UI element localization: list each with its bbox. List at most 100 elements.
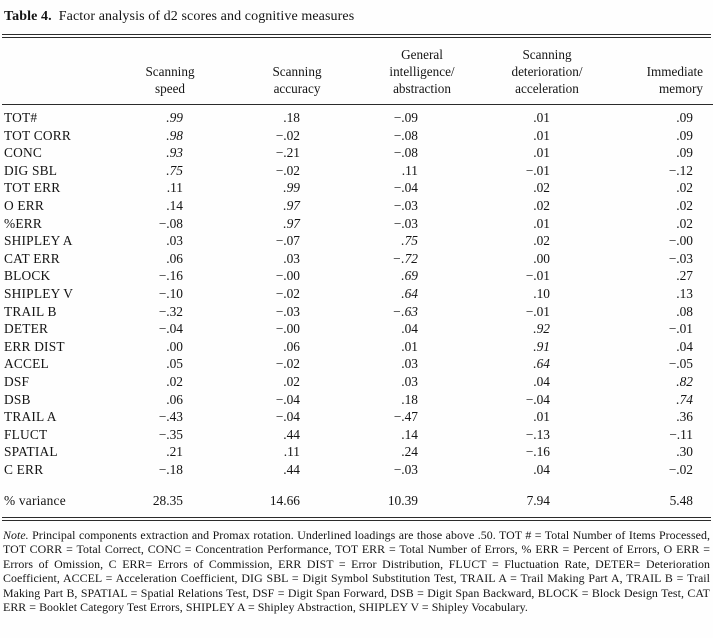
top-rule	[2, 34, 711, 38]
loading-value: .09	[676, 145, 693, 161]
loading-value: .02	[676, 180, 693, 196]
loading-value: −.00	[275, 268, 300, 284]
row-label: TOT#	[4, 110, 38, 125]
row-label: FLUCT	[4, 426, 48, 442]
loading-value: .18	[401, 391, 418, 407]
row-label: TRAIL B	[4, 303, 57, 319]
loading-value: −.43	[158, 409, 183, 425]
loading-value: .11	[283, 444, 300, 460]
loading-value: .01	[401, 338, 418, 354]
header-scanning-speed: Scanning speed	[107, 38, 233, 105]
header-immediate-memory: Immediate memory	[611, 38, 713, 105]
loading-value: .01	[533, 110, 550, 125]
loading-value: −.04	[275, 409, 300, 425]
loading-value: −.02	[668, 461, 693, 477]
loading-value: .02	[676, 197, 693, 213]
loading-value: −.04	[158, 321, 183, 337]
loading-value: −.16	[158, 268, 183, 284]
loading-value: .14	[166, 197, 183, 213]
row-label: O ERR	[4, 197, 45, 213]
table-row: DSB .06 −.04 .18 −.04 .74	[2, 391, 713, 409]
variance-row: % variance 28.35 14.66 10.39 7.94 5.48	[2, 492, 713, 517]
table-row: ACCEL .05 −.02 .03 .64 −.05	[2, 355, 713, 373]
loading-value: .75	[166, 162, 183, 178]
loading-value: .64	[401, 285, 418, 301]
loading-value: −.21	[275, 145, 300, 161]
table-row: SHIPLEY V −.10 −.02 .64 .10 .13	[2, 285, 713, 303]
row-label: SPATIAL	[4, 444, 58, 460]
row-label: %ERR	[4, 215, 42, 231]
row-label: CONC	[4, 145, 43, 161]
loading-value: .05	[166, 356, 183, 372]
loading-value: −.08	[393, 127, 418, 143]
variance-value: 5.48	[669, 493, 693, 509]
loading-value: .00	[166, 338, 183, 354]
paper-table: Table 4. Factor analysis of d2 scores and…	[2, 8, 713, 615]
loading-value: .03	[401, 373, 418, 389]
loading-value: .09	[676, 110, 693, 125]
loading-value: .02	[676, 215, 693, 231]
loading-value: −.01	[525, 303, 550, 319]
table-row: DSF .02 .02 .03 .04 .82	[2, 373, 713, 391]
loading-value: .21	[166, 444, 183, 460]
loading-value: .93	[166, 145, 183, 161]
loading-value: .24	[401, 444, 418, 460]
loading-value: .03	[283, 250, 300, 266]
loading-value: .08	[676, 303, 693, 319]
row-label: DIG SBL	[4, 162, 58, 178]
loading-value: .03	[166, 233, 183, 249]
loading-value: .02	[533, 180, 550, 196]
loading-value: .10	[533, 285, 550, 301]
loading-value: −.04	[393, 180, 418, 196]
loading-value: −.12	[668, 162, 693, 178]
loading-value: .13	[676, 285, 693, 301]
loading-value: .91	[533, 338, 550, 354]
loading-value: −.01	[525, 268, 550, 284]
loading-value: −.11	[669, 426, 693, 442]
loading-value: .01	[533, 127, 550, 143]
loading-value: −.03	[668, 250, 693, 266]
loading-value: .27	[676, 268, 693, 284]
loading-value: −.47	[393, 409, 418, 425]
loading-value: .44	[283, 426, 300, 442]
loading-value: .97	[283, 197, 300, 213]
loading-value: −.04	[525, 391, 550, 407]
loading-value: −.03	[393, 461, 418, 477]
loading-value: −.01	[668, 321, 693, 337]
row-label: TOT ERR	[4, 180, 61, 196]
row-label: SHIPLEY A	[4, 233, 73, 249]
row-label: ACCEL	[4, 356, 49, 372]
spacer-row	[2, 478, 713, 492]
table-row: %ERR −.08 .97 −.03 .01 .02	[2, 215, 713, 233]
table-number: Table 4.	[4, 9, 52, 24]
table-row: CONC .93 −.21 −.08 .01 .09	[2, 144, 713, 162]
row-label: C ERR	[4, 461, 44, 477]
header-general-intelligence: General intelligence/ abstraction	[361, 38, 483, 105]
loading-value: −.02	[275, 285, 300, 301]
table-title-text: Factor analysis of d2 scores and cogniti…	[58, 9, 355, 24]
table-row: C ERR −.18 .44 −.03 .04 −.02	[2, 461, 713, 479]
table-row: FLUCT −.35 .44 .14 −.13 −.11	[2, 426, 713, 444]
loading-value: .11	[401, 162, 418, 178]
variance-value: 14.66	[269, 493, 300, 509]
loading-value: −.05	[668, 356, 693, 372]
loading-value: .14	[401, 426, 418, 442]
row-label: DSB	[4, 391, 31, 407]
table-note: Note. Principal components extraction an…	[2, 528, 711, 614]
loading-value: −.02	[275, 162, 300, 178]
loading-value: .04	[533, 373, 550, 389]
table-row: TOT# .99 .18 −.09 .01 .09	[2, 105, 713, 127]
loading-value: .18	[283, 110, 300, 125]
loading-value: −.09	[393, 110, 418, 125]
loading-value: −.13	[525, 426, 550, 442]
variance-value: 28.35	[152, 493, 183, 509]
table-row: DETER −.04 −.00 .04 .92 −.01	[2, 320, 713, 338]
loading-value: .74	[676, 391, 693, 407]
loading-value: .04	[533, 461, 550, 477]
row-label: DSF	[4, 373, 30, 389]
row-label: DETER	[4, 321, 49, 337]
loading-value: .30	[676, 444, 693, 460]
loading-value: −.07	[275, 233, 300, 249]
loading-value: −.18	[158, 461, 183, 477]
loading-value: .01	[533, 409, 550, 425]
